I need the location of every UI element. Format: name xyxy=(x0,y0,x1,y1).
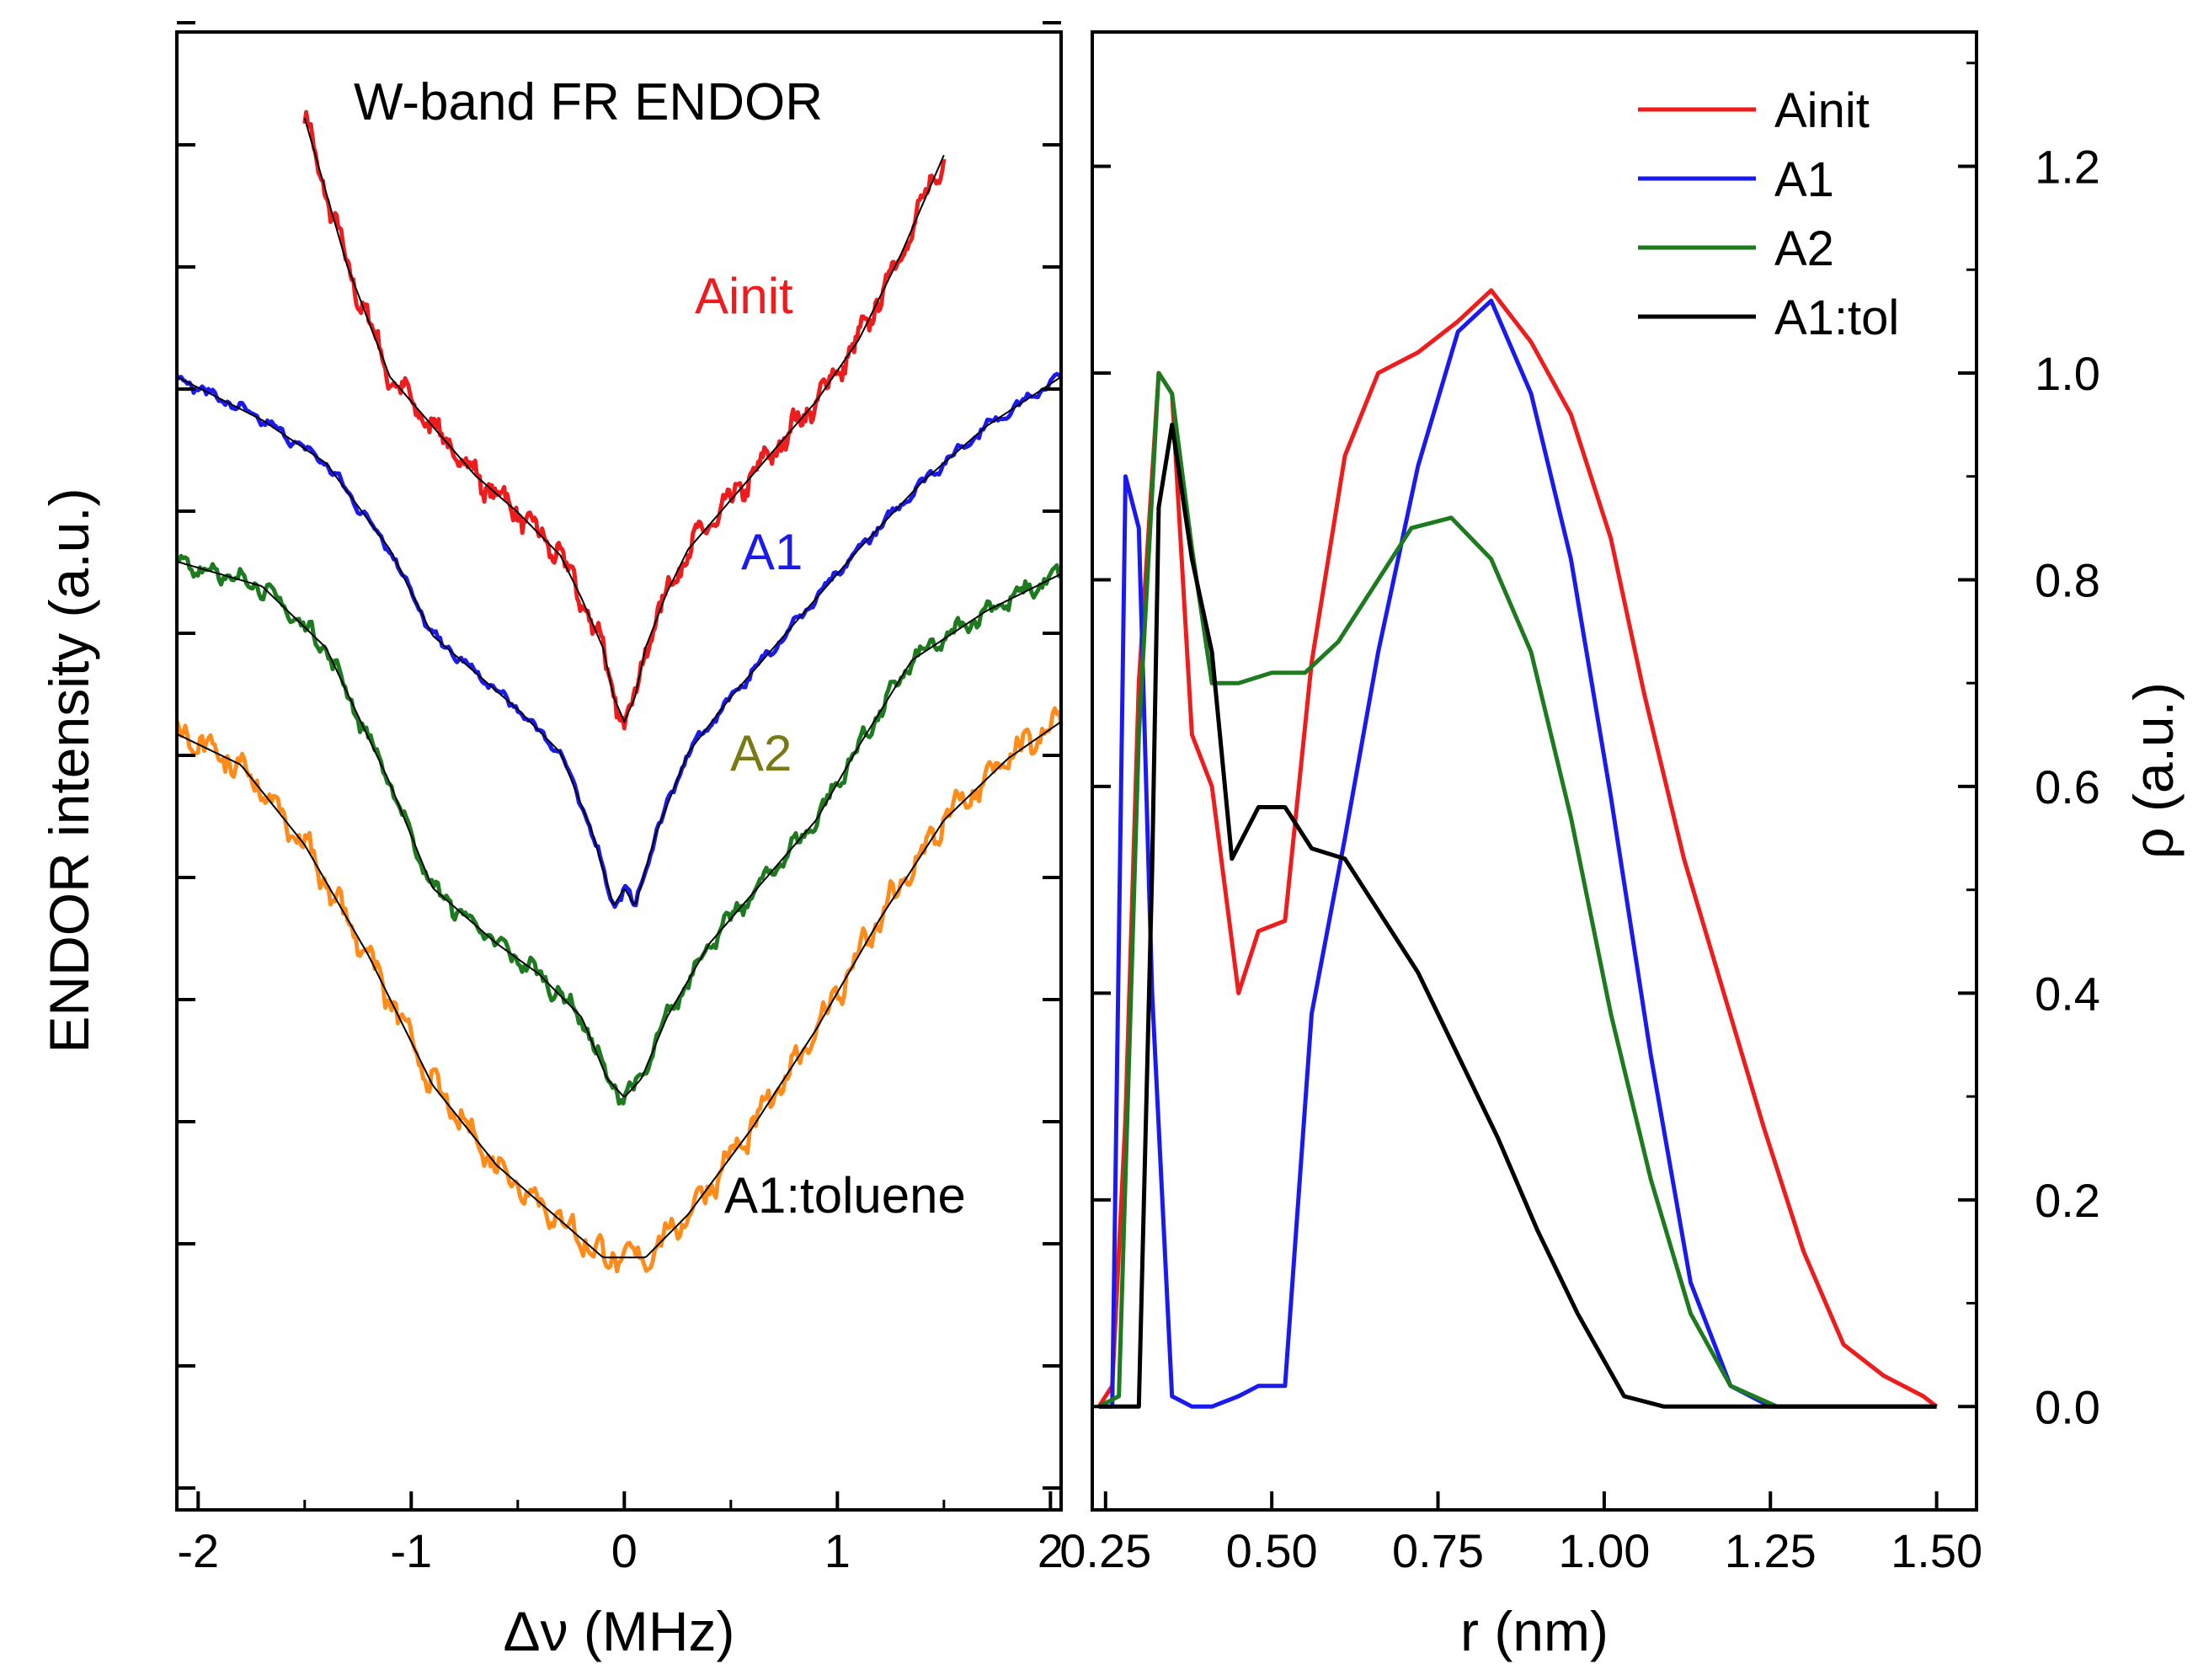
right-y-tick-label: 0.4 xyxy=(2035,967,2100,1020)
legend-label: Ainit xyxy=(1774,83,1870,138)
legend-label: A1 xyxy=(1774,152,1834,207)
label-a2: A2 xyxy=(730,725,792,781)
left-x-tick-label: 0 xyxy=(611,1524,638,1577)
right-y-tick-label: 0.8 xyxy=(2035,553,2100,606)
right-x-tick-label: 0.25 xyxy=(1059,1524,1151,1577)
right-series-group xyxy=(1096,288,1939,1409)
right-panel: 0.25 0.50 0.75 1.00 1.25 1.50 0.0 0.2 0.4 0.6 0.8 1… xyxy=(1059,30,2185,1662)
label-a1: A1 xyxy=(741,524,803,580)
legend: Ainit A1 A2 A1:tol xyxy=(1638,83,1899,345)
left-x-tick-label: -1 xyxy=(390,1524,432,1577)
right-x-tick-label: 0.75 xyxy=(1392,1524,1484,1577)
right-x-axis-label: r (nm) xyxy=(1460,1600,1608,1662)
right-y-tick-label: 0.0 xyxy=(2035,1380,2100,1433)
right-y-tick-label: 0.6 xyxy=(2035,760,2100,813)
right-y-tick-label: 1.0 xyxy=(2035,347,2100,400)
left-x-axis-label: Δν (MHz) xyxy=(503,1600,734,1662)
left-title: W-band FR ENDOR xyxy=(354,73,823,131)
left-plot-frame xyxy=(175,30,1063,1512)
right-y-tick-label: 0.2 xyxy=(2035,1174,2100,1227)
left-panel: -2 -1 0 1 2 W-band FR ENDOR Ainit A1 A2 A1:t… xyxy=(38,21,1064,1662)
right-ticks: 0.25 0.50 0.75 1.00 1.25 1.50 0.0 0.2 0.4 0.6 0.8 1… xyxy=(1059,61,2100,1577)
fit-line-ainit xyxy=(303,118,945,724)
label-a1-toluene: A1:toluene xyxy=(724,1167,966,1224)
fit-line-a1 xyxy=(176,376,1062,906)
distance-line-a1 xyxy=(1098,298,1937,1409)
left-x-tick-label: 1 xyxy=(824,1524,851,1577)
left-x-tick-label: 2 xyxy=(1038,1524,1064,1577)
legend-label: A1:tol xyxy=(1774,291,1899,345)
fit-line-a1-toluene xyxy=(176,721,1062,1259)
series-line-a1 xyxy=(174,371,1064,909)
right-x-tick-label: 1.25 xyxy=(1725,1524,1817,1577)
left-series-group xyxy=(174,109,1064,1274)
left-x-tick-label: -2 xyxy=(177,1524,219,1577)
right-x-tick-label: 1.50 xyxy=(1891,1524,1982,1577)
right-x-tick-label: 1.00 xyxy=(1558,1524,1650,1577)
right-x-tick-label: 0.50 xyxy=(1226,1524,1318,1577)
right-y-tick-label: 1.2 xyxy=(2035,141,2100,194)
distance-line-a1-tol xyxy=(1098,422,1937,1409)
legend-label: A2 xyxy=(1774,221,1834,276)
distance-line-a2 xyxy=(1097,371,1937,1409)
right-plot-frame xyxy=(1091,30,1978,1512)
left-y-axis-label: ENDOR intensity (a.u.) xyxy=(38,488,100,1053)
left-ticks: -2 -1 0 1 2 xyxy=(177,21,1064,1577)
label-ainit: Ainit xyxy=(695,268,793,324)
fit-line-a2 xyxy=(176,560,1062,1097)
right-y-axis-label: ρ (a.u.) xyxy=(2122,682,2185,859)
